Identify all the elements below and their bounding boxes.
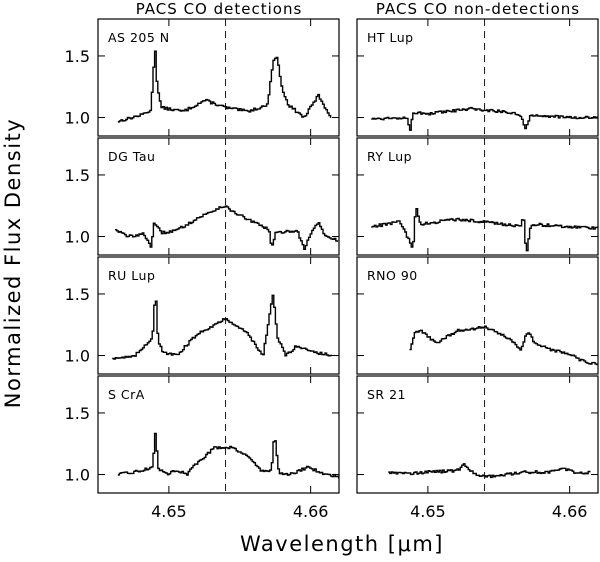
panel-s-cra-label: S CrA — [108, 387, 145, 402]
panel-rno-90-frame — [356, 256, 599, 375]
panel-dg-tau-ytick-label-0: 1.0 — [65, 228, 90, 247]
panel-s-cra-xtick-label-0: 4.65 — [151, 502, 187, 521]
panel-ht-lup: HT Lup — [356, 18, 599, 137]
panel-ht-lup-spectrum-line — [371, 106, 598, 131]
panel-dg-tau-spectrum-line — [115, 205, 339, 250]
panel-dg-tau-label: DG Tau — [108, 149, 155, 164]
panel-as-205-n-spectrum-line — [117, 50, 332, 123]
panel-rno-90-label: RNO 90 — [367, 268, 418, 283]
panel-ru-lup-ytick-label-0: 1.0 — [65, 347, 90, 366]
y-axis-label: Normalized Flux Density — [1, 118, 25, 408]
panel-ht-lup-label: HT Lup — [367, 30, 414, 45]
panel-s-cra-xtick-label-1: 4.66 — [293, 502, 329, 521]
panel-ry-lup-frame — [356, 137, 599, 256]
panel-dg-tau: 1.0 1.5 DG Tau — [65, 137, 340, 256]
panel-dg-tau-frame — [97, 137, 340, 256]
panel-ht-lup-frame — [356, 18, 599, 137]
panel-ry-lup-spectrum-line — [371, 208, 598, 252]
panel-rno-90-spectrum-line — [409, 325, 598, 366]
panel-ru-lup-frame — [97, 256, 340, 375]
panel-sr-21-label: SR 21 — [367, 387, 406, 402]
panel-s-cra-ytick-label-1: 1.5 — [65, 404, 90, 423]
panel-ry-lup-label: RY Lup — [367, 149, 412, 164]
panel-ry-lup: RY Lup — [356, 137, 599, 256]
panel-as-205-n-label: AS 205 N — [108, 30, 170, 45]
panel-ru-lup-ytick-label-1: 1.5 — [65, 285, 90, 304]
panel-dg-tau-ytick-label-1: 1.5 — [65, 166, 90, 185]
panel-s-cra-spectrum-line — [117, 432, 339, 479]
panel-ru-lup: 1.0 1.5 RU Lup — [65, 256, 340, 375]
panel-as-205-n-ytick-label-0: 1.0 — [65, 109, 90, 128]
column-titles: PACS CO detections PACS CO non-detection… — [136, 0, 580, 18]
column-title-detections: PACS CO detections — [136, 0, 303, 18]
panel-sr-21-spectrum-line — [388, 463, 591, 479]
panel-sr-21: 4.65 4.66 SR 21 — [356, 375, 599, 521]
panel-as-205-n-ytick-label-1: 1.5 — [65, 47, 90, 66]
column-title-non-detections: PACS CO non-detections — [376, 0, 580, 18]
x-axis-label: Wavelength [μm] — [240, 532, 444, 556]
panel-ru-lup-spectrum-line — [112, 294, 333, 360]
panel-sr-21-xtick-label-1: 4.66 — [552, 502, 588, 521]
panel-s-cra: 1.0 1.5 4.65 4.66 S CrA — [65, 375, 340, 521]
panel-sr-21-frame — [356, 375, 599, 494]
panel-ru-lup-label: RU Lup — [108, 268, 155, 283]
panel-rno-90: RNO 90 — [356, 256, 599, 375]
panel-as-205-n: 1.0 1.5 AS 205 N — [65, 18, 340, 137]
panel-as-205-n-frame — [97, 18, 340, 137]
panel-s-cra-ytick-label-0: 1.0 — [65, 466, 90, 485]
panel-s-cra-frame — [97, 375, 340, 494]
panel-sr-21-xtick-label-0: 4.65 — [410, 502, 446, 521]
